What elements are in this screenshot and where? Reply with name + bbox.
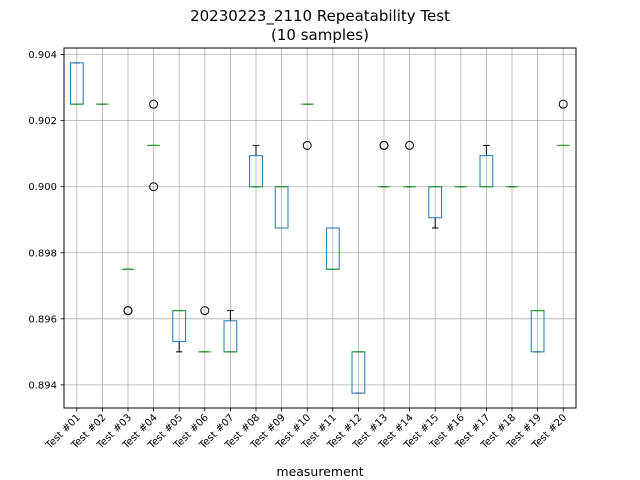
outlier-point bbox=[558, 99, 568, 109]
box-group bbox=[351, 351, 366, 394]
y-tick-label: 0.896 bbox=[28, 314, 57, 325]
outlier-point bbox=[302, 140, 312, 150]
outlier-point bbox=[149, 99, 159, 109]
box-group bbox=[377, 140, 391, 188]
box-group bbox=[428, 186, 443, 229]
chart-title-line-2: (10 samples) bbox=[271, 26, 369, 44]
box-group bbox=[556, 99, 570, 147]
box-group bbox=[172, 309, 187, 353]
outlier-point bbox=[379, 140, 389, 150]
y-axis-ticks: 0.894 0.896 0.898 0.900 0.902 0.904 bbox=[28, 50, 64, 391]
outlier-point bbox=[405, 140, 415, 150]
box-group bbox=[69, 62, 84, 105]
box-group bbox=[530, 309, 545, 353]
box-group bbox=[403, 140, 416, 188]
box-group bbox=[249, 144, 263, 188]
box-group bbox=[479, 144, 494, 188]
box-group bbox=[147, 99, 160, 192]
box-series bbox=[69, 62, 570, 394]
box-group bbox=[198, 306, 212, 353]
box-group bbox=[300, 103, 314, 150]
chart-title-line-1: 20230223_2110 Repeatability Test bbox=[190, 7, 450, 26]
box-group bbox=[325, 227, 340, 270]
plot-frame bbox=[63, 47, 577, 409]
x-axis-label: measurement bbox=[276, 464, 363, 479]
y-tick-label: 0.904 bbox=[28, 50, 57, 61]
box-group bbox=[274, 186, 289, 229]
outlier-point bbox=[149, 182, 159, 192]
y-tick-label: 0.900 bbox=[28, 182, 57, 193]
y-tick-label: 0.898 bbox=[28, 248, 57, 259]
box-group bbox=[223, 310, 238, 353]
y-tick-label: 0.894 bbox=[28, 380, 57, 391]
outlier-point bbox=[123, 306, 133, 316]
box-group bbox=[121, 268, 135, 316]
axes bbox=[63, 47, 577, 409]
outlier-point bbox=[200, 306, 210, 316]
y-tick-label: 0.902 bbox=[28, 116, 57, 127]
